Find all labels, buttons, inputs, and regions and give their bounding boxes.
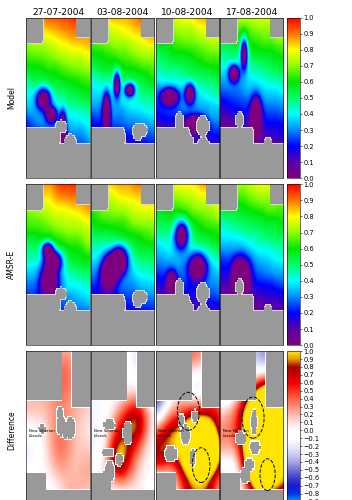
Title: 27-07-2004: 27-07-2004	[32, 8, 84, 18]
Title: 17-08-2004: 17-08-2004	[226, 8, 278, 18]
Text: Difference: Difference	[7, 410, 16, 450]
Text: New Siberian
Islands: New Siberian Islands	[29, 429, 55, 438]
Text: New Siberian
Islands: New Siberian Islands	[94, 429, 119, 438]
Title: 03-08-2004: 03-08-2004	[96, 8, 149, 18]
Text: New Siberian
Islands: New Siberian Islands	[158, 429, 184, 438]
Text: AMSR-E: AMSR-E	[7, 250, 16, 280]
Title: 10-08-2004: 10-08-2004	[161, 8, 213, 18]
Text: Model: Model	[7, 86, 16, 110]
Text: New Siberian
Islands: New Siberian Islands	[223, 429, 249, 438]
